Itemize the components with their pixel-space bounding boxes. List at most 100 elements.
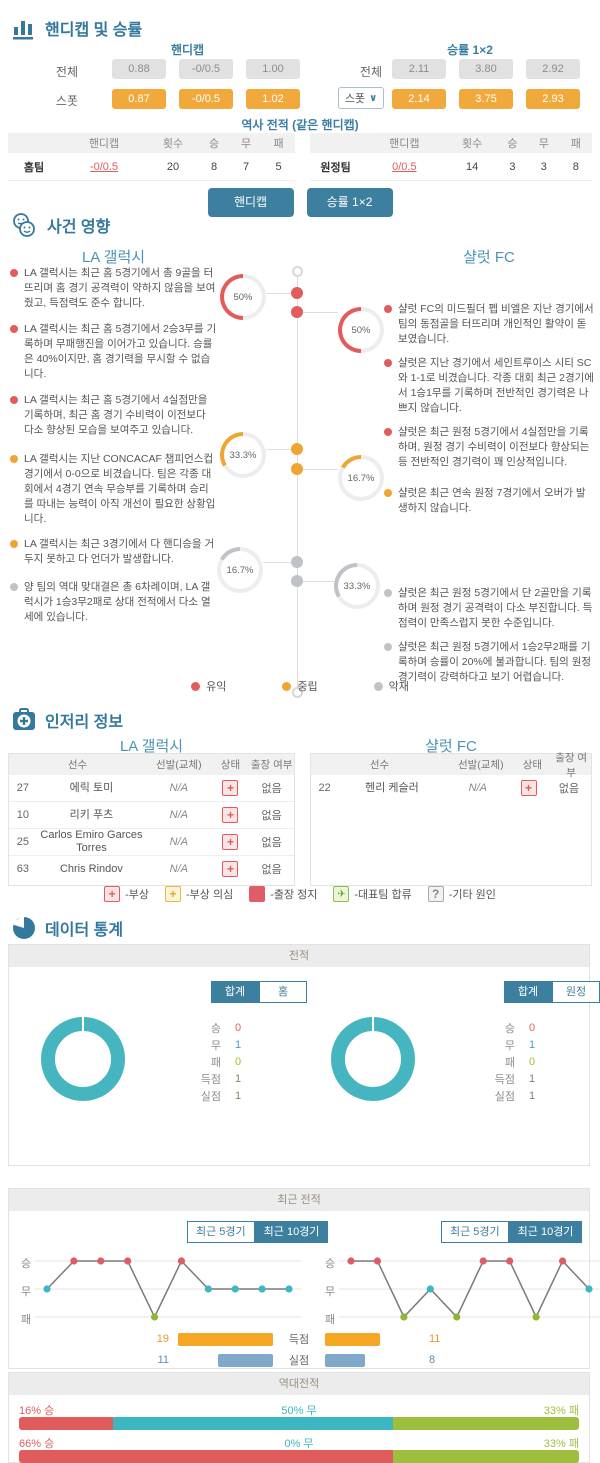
home-win-value: 0: [235, 1021, 242, 1034]
h2h-loss-label: 33% 패: [543, 1405, 579, 1417]
home-donut-neutral: 33.3%: [220, 432, 266, 478]
donut-percent-label: 33.3%: [343, 580, 371, 592]
event-dot-icon: [10, 455, 18, 463]
event-item: 샬럿은 최근 연속 원정 7경기에서 오버가 발생하지 않습니다.: [384, 486, 594, 516]
player-number: 25: [16, 836, 30, 848]
legend-label: 유익: [206, 681, 227, 693]
injury-row: 10 리키 푸츠 N/A + 없음: [9, 802, 294, 829]
injury-away-team: 샬럿 FC: [425, 738, 477, 755]
timeline-connector: [303, 312, 338, 313]
handicap-total-label: 전체: [55, 65, 78, 79]
injury-status-icon: +: [222, 861, 239, 877]
recent-panel: 최근 전적 최근 5경기 최근 10경기 최근 5경기 최근 10경기 승 무 …: [8, 1188, 600, 1369]
event-item: LA 갤럭시는 최근 홈 5경기에서 4실점만을 기록하며, 최근 홈 경기 수…: [10, 393, 217, 438]
other-icon: ?: [427, 886, 444, 902]
injury-table-home: 선수 선발(교체) 상태 출장 여부 27 에릭 토미 N/A + 없음 10 리키 푸츠 N…: [8, 753, 295, 886]
donut-notch: [82, 1017, 84, 1031]
injury-legend-item: + -부상 의심: [164, 886, 233, 902]
spot-select[interactable]: 스폿 ∨: [338, 87, 384, 109]
starter-value: N/A: [169, 863, 188, 875]
timeline-dot-positive: [291, 287, 303, 299]
event-dot-icon: [384, 428, 392, 436]
record-donut-away: [331, 1017, 415, 1101]
handicap-button[interactable]: 핸디캡: [207, 188, 294, 217]
suspended-icon: [249, 886, 266, 902]
player-name: 에릭 토미: [69, 781, 114, 794]
event-item: 샬럿 FC의 미드필더 펩 비엘은 지난 경기에서 팀의 동점골을 터뜨리며 개…: [384, 302, 594, 347]
away-loss-value: 0: [529, 1055, 536, 1068]
doubt-icon: +: [164, 886, 181, 902]
h2h-loss-segment: [392, 1417, 579, 1430]
history-header: 핸디캡 횟수 승 무 패: [310, 133, 592, 153]
player-number: 10: [16, 809, 30, 821]
home-conceded-bar: [218, 1353, 273, 1367]
injury-rows-home: 27 에릭 토미 N/A + 없음 10 리키 푸츠 N/A + 없음 25 Carlos Emiro…: [9, 775, 294, 882]
event-text: LA 갤럭시는 최근 홈 5경기에서 총 9골을 터뜨리며 홈 경기 공격력이 …: [24, 267, 216, 309]
odds-pill: 3.75: [459, 89, 513, 109]
event-text: LA 갤럭시는 지난 CONCACAF 챔피언스컵 경기에서 0-0으로 비겼습…: [24, 453, 216, 525]
national-icon: ✈: [333, 886, 350, 902]
player-name: Chris Rindov: [59, 862, 123, 875]
injury-row: 22 헨리 케슬러 N/A + 없음: [311, 775, 591, 801]
away-event-list: 샬럿 FC의 미드필더 펩 비엘은 지난 경기에서 팀의 동점골을 터뜨리며 개…: [384, 266, 594, 685]
away-scored-value: 1: [529, 1072, 536, 1085]
tab-last5[interactable]: 최근 5경기: [441, 1221, 509, 1243]
appearance-value: 없음: [261, 783, 282, 795]
timeline-dot-negative: [291, 556, 303, 568]
event-dot-icon: [384, 643, 392, 651]
injury-status-icon: +: [222, 834, 239, 850]
history-table-away: 핸디캡 횟수 승 무 패 원정팀 0/0.5 14 3 3 8: [310, 133, 592, 181]
tab-last5[interactable]: 최근 5경기: [187, 1221, 255, 1243]
odds-pill: 2.93: [526, 89, 580, 109]
donut-percent-label: 16.7%: [347, 472, 375, 484]
home-scored-total: 19: [156, 1333, 169, 1345]
tab-away[interactable]: 원정: [552, 981, 600, 1003]
event-dot-icon: [10, 583, 18, 591]
injury-legend-label: -부상: [125, 889, 149, 901]
events-away-team: 샬럿 FC: [463, 249, 515, 266]
odds-pill: -0/0.5: [179, 59, 233, 79]
injury-legend-label: -대표팀 합류: [354, 889, 412, 901]
odds-pill: 3.80: [459, 59, 513, 79]
event-dot-icon: [10, 325, 18, 333]
handicap-link[interactable]: -0/0.5: [89, 160, 119, 173]
bar-chart-icon: [13, 21, 33, 40]
tab-home[interactable]: 홈: [259, 981, 307, 1003]
handicap-link[interactable]: 0/0.5: [392, 160, 417, 173]
conceded-bar-row: 11 실점 8: [9, 1352, 589, 1368]
home-draw-value: 1: [235, 1038, 242, 1051]
events-section-header: 사건 영향: [11, 212, 110, 238]
event-dot-icon: [384, 359, 392, 367]
player-name: 헨리 케슬러: [365, 781, 419, 794]
injury-legend-item: ✈ -대표팀 합류: [333, 886, 412, 902]
spot-select-value: 스폿: [344, 93, 366, 105]
record-panel-header: 전적: [9, 945, 589, 967]
winrate-total-label: 전체: [359, 65, 382, 79]
pie-chart-icon: [11, 915, 35, 939]
tab-last10[interactable]: 최근 10경기: [508, 1221, 583, 1243]
injury-row: 63 Chris Rindov N/A + 없음: [9, 856, 294, 882]
timeline-connector: [303, 469, 338, 470]
odds-buttons: 핸디캡 승률 1×2: [0, 188, 600, 217]
injury-header: 선수 선발(교체) 상태 출장 여부: [9, 754, 294, 775]
h2h-panel: 역대전적 16% 승 50% 무 33% 패 66% 승 0% 무 33% 패: [8, 1372, 590, 1463]
legend-dot-icon: [373, 681, 383, 691]
winrate-button[interactable]: 승률 1×2: [306, 188, 393, 217]
timeline-connector: [266, 449, 292, 450]
odds-pill: -0/0.5: [179, 89, 233, 109]
timeline-dot-neutral: [291, 443, 303, 455]
event-text: 샬럿은 최근 연속 원정 7경기에서 오버가 발생하지 않습니다.: [398, 487, 586, 514]
tab-total[interactable]: 합계: [504, 981, 552, 1003]
tab-total[interactable]: 합계: [211, 981, 259, 1003]
h2h-bar-0: [19, 1417, 579, 1430]
injury-legend-item: + -부상: [104, 886, 149, 902]
legend-label: 악재: [388, 681, 409, 693]
stats-section-title: 데이터 통계: [45, 922, 124, 939]
away-draw-value: 1: [529, 1038, 536, 1051]
player-number: 27: [16, 782, 30, 794]
h2h-labels-0: 16% 승 50% 무 33% 패: [19, 1402, 579, 1418]
tab-last10[interactable]: 최근 10경기: [254, 1221, 329, 1243]
appearance-value: 없음: [261, 810, 282, 822]
events-section-title: 사건 영향: [47, 219, 111, 236]
odds-section-title: 핸디캡 및 승률: [45, 22, 143, 39]
